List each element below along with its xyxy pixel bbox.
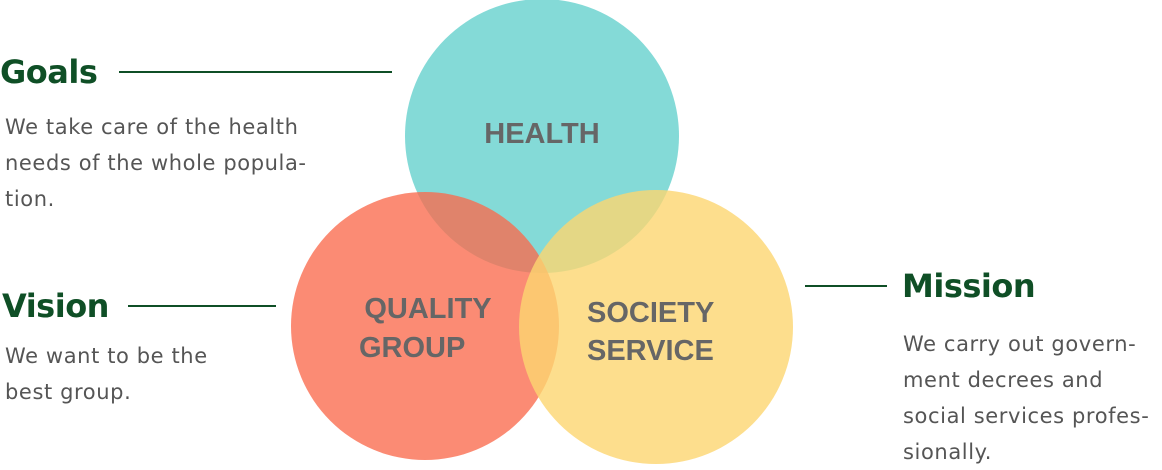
mission-heading: Mission [902,267,1036,305]
quality-group-label-line2: GROUP [359,332,465,364]
mission-description: We carry out govern- ment decrees and so… [903,326,1149,470]
mission-description-line: sionally. [903,440,992,464]
goals-connector-line [119,71,392,73]
quality-group-label-line1: QUALITY [364,293,491,325]
vision-heading: Vision [2,287,109,325]
society-service-label-line1: SOCIETY [587,297,714,329]
society-service-circle [519,190,793,464]
goals-heading: Goals [0,53,98,91]
vision-description-line: We want to be the [5,344,208,368]
vision-connector-line [128,305,276,307]
goals-description-line: We take care of the health [5,115,299,139]
goals-description-line: needs of the whole popula- [5,151,307,175]
mission-description-line: ment decrees and [903,368,1104,392]
health-label: HEALTH [484,118,599,150]
vision-description: We want to be the best group. [5,338,208,410]
society-service-label-line2: SERVICE [587,335,714,367]
mission-connector-line [805,285,887,287]
mission-description-line: social services profes- [903,404,1150,428]
quality-group-circle [291,192,559,460]
vision-description-line: best group. [5,380,132,404]
goals-description-line: tion. [5,187,55,211]
goals-description: We take care of the health needs of the … [5,109,307,217]
mission-description-line: We carry out govern- [903,332,1137,356]
